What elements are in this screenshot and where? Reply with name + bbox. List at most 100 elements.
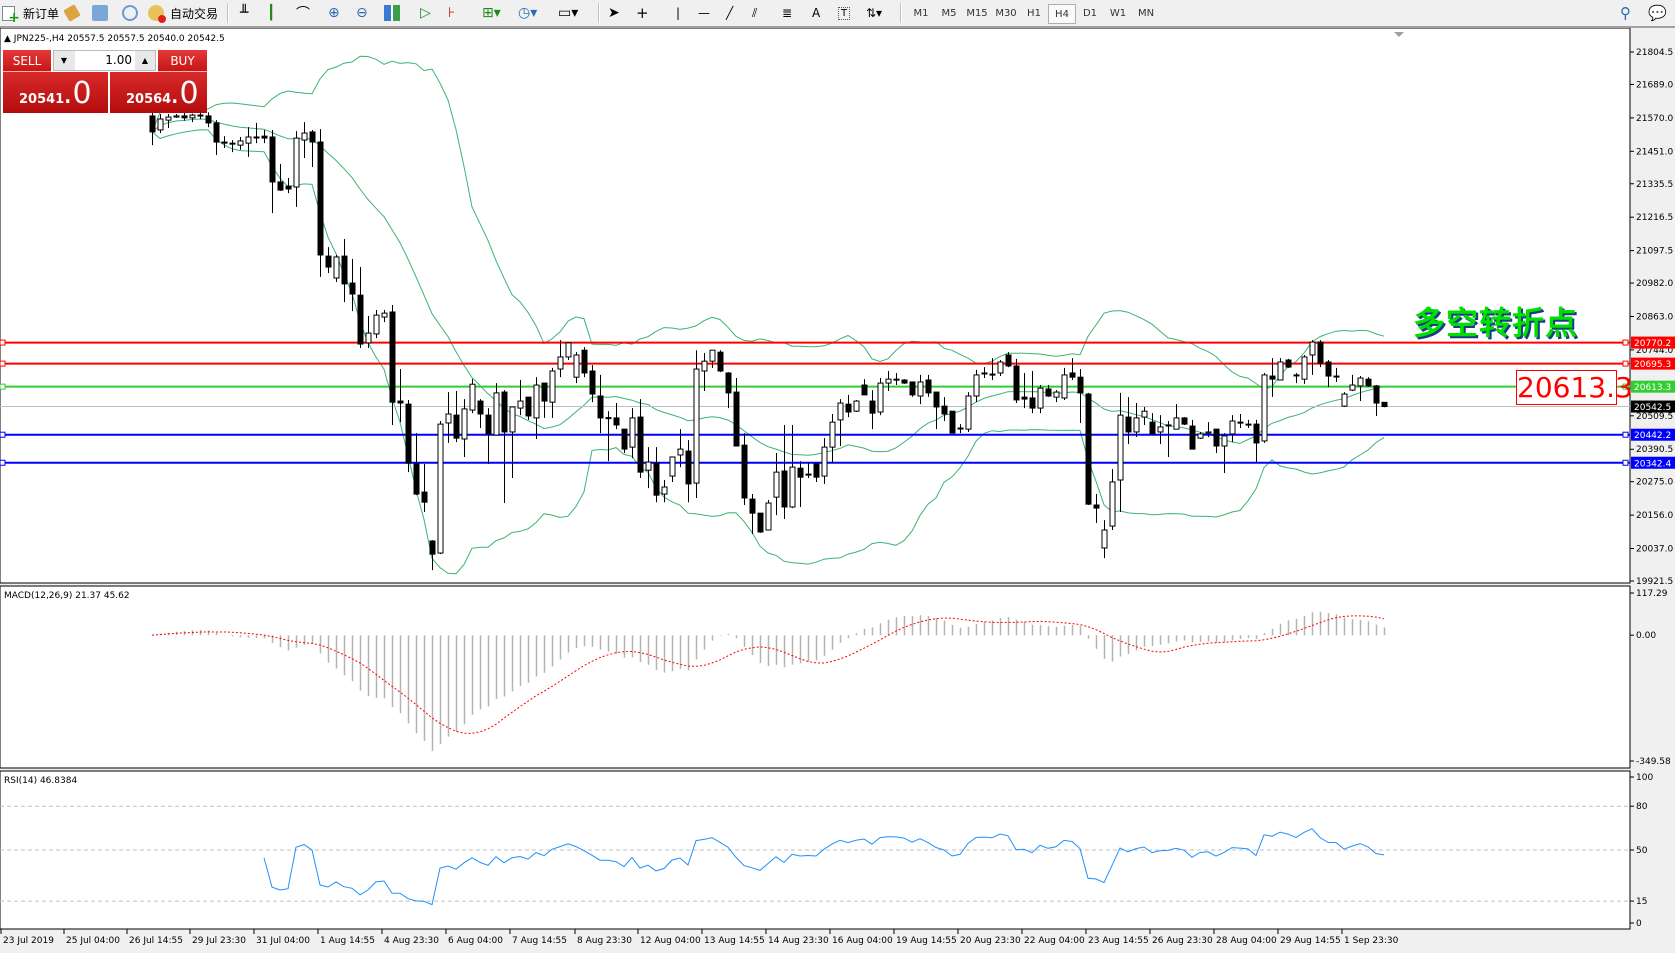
bull-candle-body — [661, 486, 668, 495]
level-handle-left[interactable] — [0, 383, 6, 390]
level-handle-left[interactable] — [0, 459, 6, 466]
bear-candle-body — [1373, 385, 1380, 404]
timeframe-m5-button[interactable]: M5 — [941, 7, 957, 19]
channel-button[interactable]: ⫽ — [752, 3, 757, 23]
search-button[interactable]: ⚲ — [1620, 3, 1631, 23]
trendline-button[interactable]: ╱ — [726, 3, 733, 23]
timeframe-h1-button[interactable]: H1 — [1027, 7, 1041, 19]
candle — [517, 379, 524, 416]
cursor-button[interactable]: ➤ — [608, 3, 620, 23]
chat-button[interactable]: 💬 — [1648, 3, 1667, 23]
level-handle-right[interactable] — [1622, 459, 1629, 466]
bull-candle-body — [165, 116, 172, 121]
price-tick-label: 21335.5 — [1636, 180, 1673, 190]
zoom-out-button[interactable]: ⊖ — [356, 3, 368, 23]
templates-button[interactable]: ▭▾ — [558, 3, 578, 23]
bull-candle-body — [829, 421, 836, 448]
candle — [741, 433, 748, 506]
market-watch-button[interactable] — [63, 3, 82, 23]
candle — [253, 122, 260, 144]
pivot-price-label[interactable]: 20613.3 — [1516, 370, 1633, 405]
vertical-line-button[interactable]: | — [676, 3, 680, 23]
chart-shift-marker[interactable] — [1394, 32, 1404, 37]
pivot-annotation-text[interactable]: 多空转折点 — [1413, 304, 1579, 342]
signals-button[interactable] — [122, 3, 140, 23]
bull-candle-body — [1357, 377, 1364, 387]
line-chart-button[interactable]: ⌒ — [296, 3, 310, 23]
navigator-button[interactable] — [92, 3, 110, 23]
horizontal-line-button[interactable]: — — [698, 3, 710, 23]
bar-chart-button[interactable]: ╨ — [240, 3, 248, 23]
lot-increase-icon[interactable]: ▲ — [141, 56, 149, 65]
sell-button[interactable]: SELL — [3, 50, 51, 72]
text-label-button[interactable]: T — [838, 3, 851, 23]
indicators-button[interactable]: ⊞▾ — [482, 3, 501, 23]
bull-candle-body — [1277, 361, 1284, 381]
timeframe-w1-button[interactable]: W1 — [1109, 7, 1127, 19]
level-handle-right[interactable] — [1622, 339, 1629, 346]
candle — [973, 369, 980, 403]
bear-candle-body — [861, 384, 868, 396]
bull-candle-body — [677, 448, 684, 456]
bull-candle-body — [973, 374, 980, 397]
lot-size-stepper[interactable]: ▼ 1.00 ▲ — [53, 50, 156, 71]
timeframe-h4-button[interactable]: H4 — [1048, 4, 1076, 24]
candle — [605, 411, 612, 462]
zoom-in-button[interactable]: ⊕ — [328, 3, 340, 23]
candle — [477, 399, 484, 429]
chart-window[interactable]: 21804.5 21689.0 21570.0 21451.0 21335.5 21216… — [0, 28, 1675, 953]
periods-button[interactable]: ◷▾ — [518, 3, 537, 23]
bear-candle-body — [397, 400, 404, 404]
timeframe-m15-button[interactable]: M15 — [966, 7, 988, 19]
macd-pane[interactable] — [0, 585, 1631, 769]
lot-size-input[interactable]: 1.00 — [75, 51, 135, 70]
bear-candle-body — [1085, 393, 1092, 505]
level-handle-left[interactable] — [0, 339, 6, 346]
fibonacci-button[interactable]: ≣ — [782, 3, 792, 23]
lot-decrease-icon[interactable]: ▼ — [60, 56, 68, 65]
time-tick-label: 1 Aug 14:55 — [320, 936, 375, 946]
bear-candle-body — [285, 185, 292, 190]
bar-chart-icon: ╨ — [240, 5, 249, 21]
candlestick-button[interactable]: ┃ — [267, 3, 275, 23]
level-price-label: 20442.2 — [1634, 431, 1671, 441]
main-pane[interactable] — [0, 28, 1631, 584]
horizontal-levels[interactable] — [0, 339, 1630, 466]
bull-candle-body — [493, 392, 500, 436]
level-handle-right[interactable] — [1622, 360, 1629, 367]
bear-candle-body — [1045, 388, 1052, 397]
level-handle-left[interactable] — [0, 360, 6, 367]
new-order-button[interactable]: + 新订单 — [2, 3, 59, 25]
candle — [1381, 401, 1388, 408]
buy-price-button[interactable]: 20564 .0 — [110, 72, 207, 113]
candle — [693, 350, 700, 498]
bear-candle-body — [205, 115, 212, 124]
text-button[interactable]: A — [812, 3, 820, 23]
candle — [925, 374, 932, 397]
level-handle-left[interactable] — [0, 431, 6, 438]
buy-button[interactable]: BUY — [158, 50, 207, 72]
candle — [1325, 360, 1332, 388]
chart-shift-button[interactable]: ⊦ — [448, 3, 455, 23]
tile-windows-button[interactable] — [384, 3, 402, 23]
price-tick-label: 20275.0 — [1636, 478, 1673, 488]
symbol-timeframe: JPN225-,H4 — [13, 34, 65, 44]
timeframe-d1-button[interactable]: D1 — [1082, 7, 1098, 19]
crosshair-button[interactable]: + — [636, 3, 649, 23]
timeframe-m30-button[interactable]: M30 — [995, 7, 1017, 19]
chart-header: ▲ JPN225-,H4 20557.5 20557.5 20540.0 205… — [4, 34, 225, 44]
sell-price-button[interactable]: 20541 .0 — [3, 72, 108, 113]
timeframe-m1-button[interactable]: M1 — [913, 7, 929, 19]
autoscroll-button[interactable]: ▷ — [420, 3, 431, 23]
bid-price-label-bg — [1631, 400, 1675, 413]
candle — [453, 390, 460, 443]
auto-trading-button[interactable]: 自动交易 — [148, 3, 218, 23]
arrows-button[interactable]: ⇅▾ — [866, 3, 882, 23]
level-handle-right[interactable] — [1622, 383, 1629, 390]
bull-candle-body — [917, 381, 924, 397]
bear-candle-body — [637, 416, 644, 473]
collapse-triangle-icon[interactable]: ▲ — [4, 34, 14, 44]
timeframe-mn-button[interactable]: MN — [1137, 7, 1155, 19]
level-handle-right[interactable] — [1622, 431, 1629, 438]
level-price-label-bg — [1631, 456, 1675, 469]
